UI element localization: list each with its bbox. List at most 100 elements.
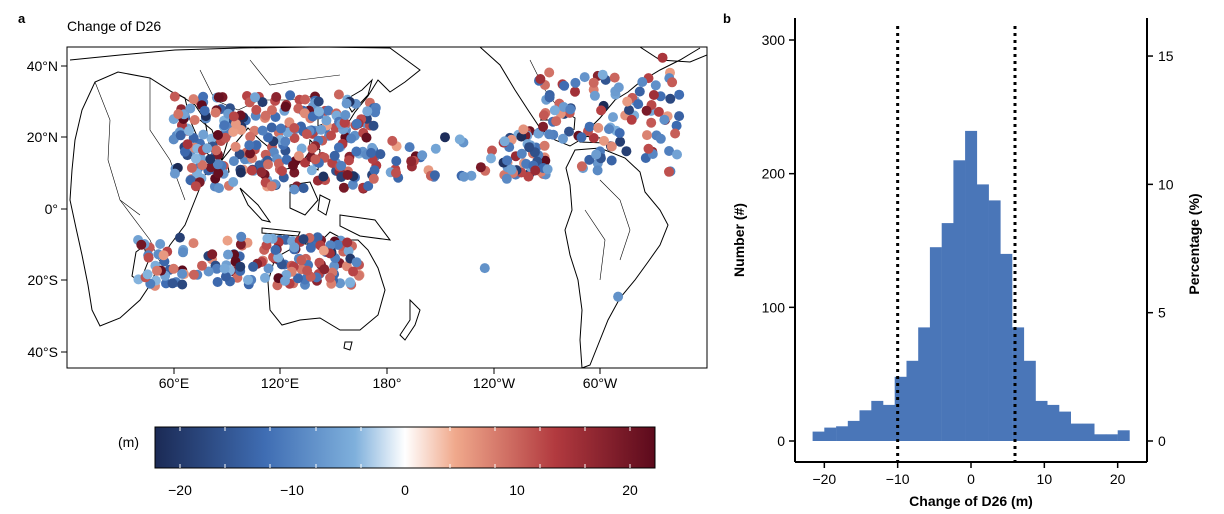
scatter-point [313, 96, 324, 107]
scatter-point [391, 156, 402, 166]
scatter-point [280, 275, 290, 286]
scatter-point [641, 105, 652, 116]
scatter-point [368, 173, 379, 184]
south-america-coastline [564, 147, 669, 368]
scatter-point [230, 118, 241, 129]
colorbar-unit: (m) [118, 434, 139, 450]
scatter-point [228, 111, 239, 122]
scatter-point [299, 108, 310, 119]
lat-tick-label: 0° [45, 201, 58, 217]
scatter-point [310, 154, 321, 165]
scatter-point [344, 155, 354, 166]
lon-tick-label: 120°W [473, 375, 516, 391]
scatter-point [174, 232, 185, 243]
scatter-point [544, 67, 555, 78]
histogram-bar [953, 160, 966, 442]
scatter-point [518, 124, 529, 135]
scatter-point [351, 257, 362, 268]
scatter-point [175, 130, 186, 141]
scatter-point [213, 168, 224, 179]
scatter-point [300, 94, 311, 105]
scatter-point [544, 92, 555, 103]
scatter-point [606, 155, 617, 166]
scatter-point [288, 160, 298, 171]
scatter-point [188, 133, 199, 143]
scatter-point [570, 77, 581, 88]
scatter-point [501, 173, 512, 184]
new-guinea [339, 214, 392, 241]
scatter-point [202, 143, 213, 154]
scatter-point [674, 111, 685, 122]
y-right-tick-label: 0 [1158, 433, 1166, 449]
scatter-point [369, 165, 380, 176]
scatter-point [205, 154, 216, 165]
lon-tick-label: 60°W [583, 375, 618, 391]
histogram-bar [976, 184, 989, 441]
scatter-point [180, 146, 190, 157]
scatter-point [223, 249, 233, 260]
scatter-point [214, 183, 224, 194]
histogram-bars [812, 130, 1130, 442]
scatter-point [177, 279, 188, 290]
scatter-point [643, 143, 654, 154]
y-axis-label-left: Number (#) [731, 203, 747, 277]
scatter-point [323, 105, 334, 116]
scatter-point [542, 164, 553, 175]
scatter-point [345, 277, 355, 288]
x-tick-label: −20 [812, 471, 836, 487]
x-tick-label: −10 [886, 471, 910, 487]
scatter-point [173, 109, 184, 120]
scatter-point [642, 130, 652, 141]
scatter-point [262, 233, 273, 244]
scatter-point [609, 72, 620, 83]
scatter-point [263, 263, 274, 274]
histogram-bar [965, 130, 978, 441]
scatter-point [325, 272, 336, 283]
histogram-bar [1082, 423, 1095, 441]
scatter-point [298, 183, 309, 194]
scatter-point [375, 149, 386, 160]
scatter-point [251, 104, 262, 115]
scatter-point [591, 149, 602, 160]
scatter-point [285, 90, 296, 101]
scatter-point [184, 125, 194, 136]
histogram-bar [988, 200, 1001, 441]
scatter-point [570, 86, 580, 97]
lat-tick-label: 20°S [27, 272, 58, 288]
scatter-point [657, 52, 668, 63]
y-left-tick-label: 0 [777, 433, 785, 449]
scatter-point [235, 167, 246, 178]
scatter-point [266, 181, 277, 192]
scatter-point [332, 239, 343, 250]
scatter-point [584, 121, 595, 132]
scatter-point [219, 263, 230, 274]
histogram-bar [1105, 434, 1118, 441]
y-left-tick-label: 300 [762, 32, 786, 48]
histogram-bar [1023, 360, 1036, 441]
histogram-bar [941, 223, 954, 441]
scatter-point [273, 252, 284, 263]
scatter-point [535, 74, 546, 84]
colorbar-gradient [154, 426, 656, 469]
scatter-point [152, 265, 162, 276]
lat-axis: 40°N 20°N 0° 20°S 40°S [27, 58, 67, 360]
x-tick-label: 10 [1037, 471, 1053, 487]
scatter-point [342, 237, 353, 248]
lat-tick-label: 20°N [27, 129, 58, 145]
scatter-point [459, 171, 469, 182]
scatter-point [307, 143, 318, 154]
histogram-bar [906, 360, 919, 441]
scatter-point [211, 145, 222, 156]
scatter-point [248, 261, 259, 272]
scatter-point [348, 266, 359, 277]
scatter-point [361, 132, 372, 143]
scatter-point [479, 263, 490, 274]
scatter-point [293, 273, 303, 284]
colorbar-tick-label: −20 [168, 482, 192, 498]
x-tick-label: 20 [1110, 471, 1126, 487]
scatter-point [664, 166, 674, 177]
scatter-point [244, 140, 255, 151]
scatter-point [506, 164, 517, 175]
scatter-point [558, 133, 568, 144]
lon-tick-label: 60°E [159, 375, 190, 391]
